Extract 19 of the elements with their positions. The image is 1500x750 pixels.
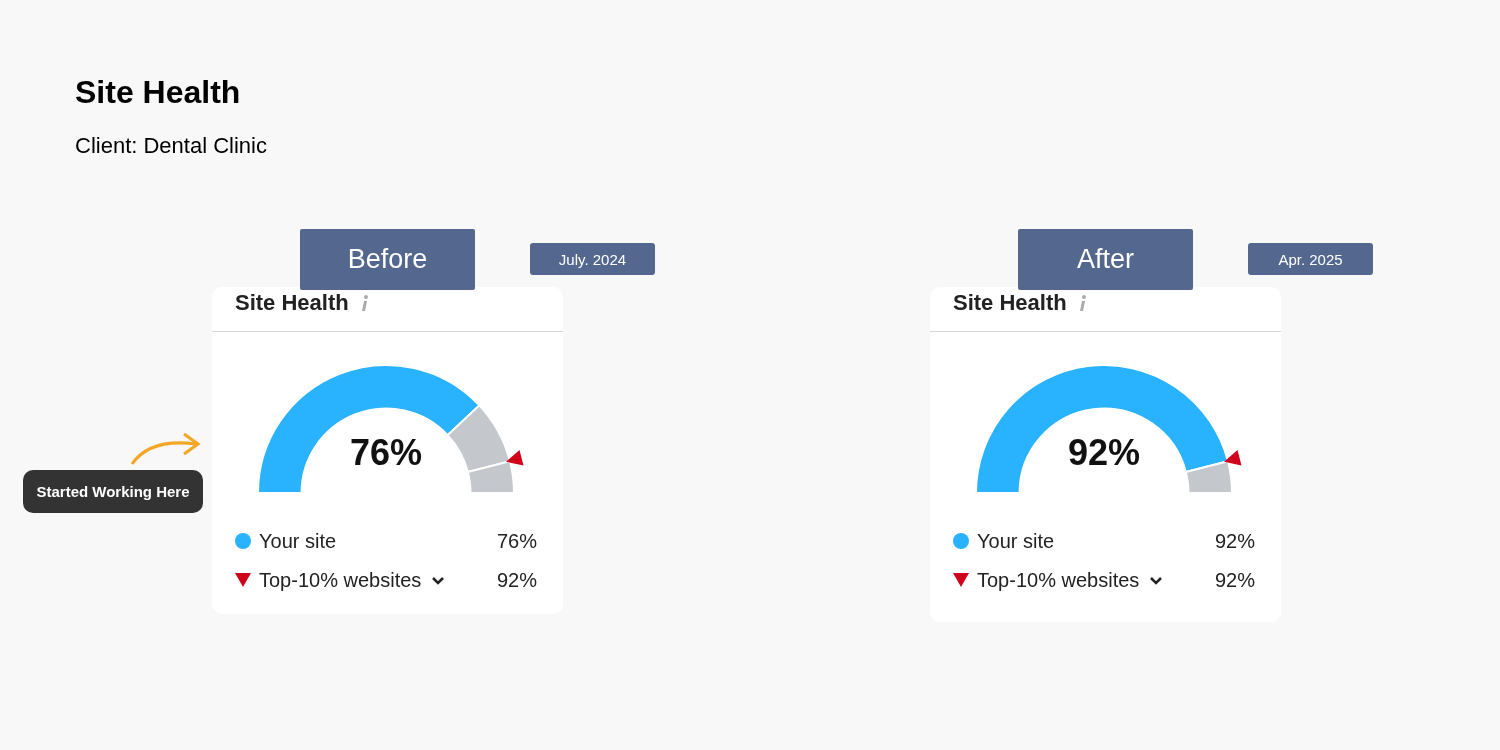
chart-title: Site Health	[235, 290, 349, 316]
legend-label: Your site	[259, 529, 338, 553]
data-label: 76%	[348, 432, 424, 474]
text: Top-10% websites	[977, 568, 1140, 591]
data-label: 92%	[1066, 432, 1142, 474]
text: 92%	[1214, 529, 1255, 552]
text: After	[1018, 229, 1193, 290]
text: Top-10% websites	[259, 568, 422, 591]
text: 76%	[496, 529, 537, 552]
text: Site Health	[75, 74, 242, 111]
legend-label: Your site	[977, 529, 1056, 553]
text: Before	[300, 229, 475, 290]
text: 92%	[1214, 568, 1255, 591]
text: Started Working Here	[23, 470, 203, 513]
text: Client: Dental Clinic	[75, 133, 268, 159]
text: Apr. 2025	[1248, 243, 1373, 275]
text: 92%	[496, 568, 537, 591]
text: July. 2024	[530, 243, 655, 275]
chart-title: Site Health	[953, 290, 1067, 316]
